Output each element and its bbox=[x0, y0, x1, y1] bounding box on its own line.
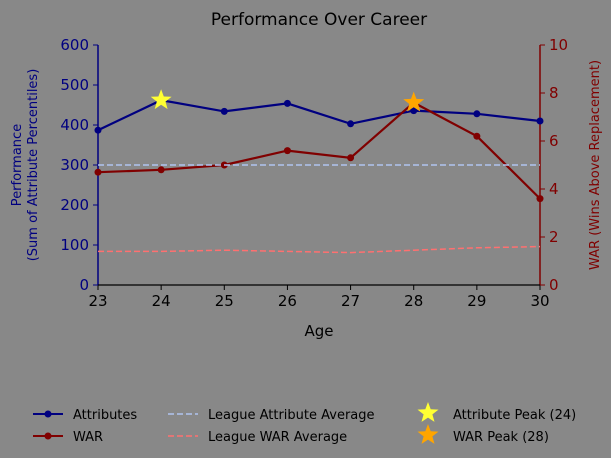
legend-label: League Attribute Average bbox=[208, 408, 375, 423]
war-line bbox=[97, 101, 541, 200]
attributes-point bbox=[347, 120, 355, 128]
left-y-tick-label: 400 bbox=[60, 116, 89, 134]
war-point bbox=[283, 147, 291, 155]
legend-label: League WAR Average bbox=[208, 430, 347, 445]
war-point bbox=[536, 195, 544, 203]
x-tick-label: 24 bbox=[152, 292, 171, 310]
attributes-point bbox=[94, 126, 102, 134]
league-war-average-line bbox=[98, 245, 541, 254]
war-point bbox=[473, 132, 481, 140]
war-peak-28-star bbox=[403, 91, 425, 112]
attribute-peak-24-star bbox=[150, 89, 172, 110]
left-y-tick-label: 300 bbox=[60, 156, 89, 174]
legend: Attributes WAR League Attribute Average Lea… bbox=[33, 402, 576, 445]
attributes-point bbox=[536, 117, 544, 125]
legend-swatch-marker bbox=[44, 410, 52, 418]
left-y-axis-label-line1: Performance bbox=[10, 124, 25, 206]
attributes-point bbox=[473, 110, 481, 118]
right-y-tick-label: 10 bbox=[549, 36, 568, 54]
attributes-line bbox=[97, 99, 541, 132]
legend-label: Attributes bbox=[73, 408, 137, 423]
legend-swatch-star bbox=[417, 424, 439, 444]
x-tick-label: 29 bbox=[467, 292, 486, 310]
legend-label: Attribute Peak (24) bbox=[453, 408, 576, 423]
left-y-axis-label-line2: (Sum of Attribute Percentiles) bbox=[26, 69, 41, 262]
attributes-point bbox=[410, 107, 418, 115]
right-y-tick-label: 0 bbox=[549, 276, 559, 294]
right-y-tick-label: 4 bbox=[549, 180, 559, 198]
x-tick-label: 26 bbox=[278, 292, 297, 310]
legend-swatch-marker bbox=[44, 432, 52, 440]
x-tick-label: 23 bbox=[88, 292, 107, 310]
attributes-point bbox=[220, 107, 228, 115]
war-point bbox=[94, 168, 102, 176]
legend-label: WAR bbox=[73, 430, 103, 445]
left-y-tick-label: 0 bbox=[79, 276, 89, 294]
war-point bbox=[347, 154, 355, 162]
right-y-axis-label: WAR (Wins Above Replacement) bbox=[588, 60, 603, 270]
chart-title: Performance Over Career bbox=[211, 10, 427, 30]
plot-area: 23 24 25 26 27 28 29 30010020030040050060002468… bbox=[10, 36, 603, 310]
legend-label: WAR Peak (28) bbox=[453, 430, 549, 445]
left-y-tick-label: 200 bbox=[60, 196, 89, 214]
war-point bbox=[157, 166, 165, 174]
x-tick-label: 27 bbox=[341, 292, 360, 310]
left-y-tick-label: 500 bbox=[60, 76, 89, 94]
right-y-tick-label: 2 bbox=[549, 228, 559, 246]
legend-swatch-star bbox=[417, 402, 439, 422]
left-y-tick-label: 600 bbox=[60, 36, 89, 54]
x-axis-label: Age bbox=[304, 322, 333, 340]
right-y-tick-label: 6 bbox=[549, 132, 559, 150]
x-tick-label: 30 bbox=[530, 292, 549, 310]
right-y-tick-label: 8 bbox=[549, 84, 559, 102]
x-tick-label: 25 bbox=[215, 292, 234, 310]
left-y-tick-label: 100 bbox=[60, 236, 89, 254]
x-tick-label: 28 bbox=[404, 292, 423, 310]
attributes-point bbox=[283, 99, 291, 107]
